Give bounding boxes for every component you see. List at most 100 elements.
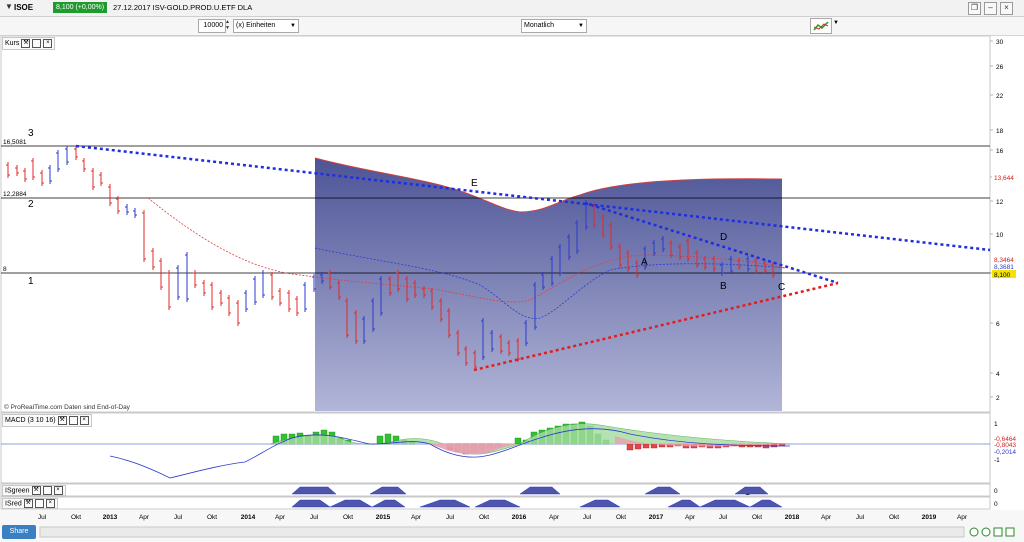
time-axis-label: Apr xyxy=(685,514,696,521)
time-axis-label: Jul xyxy=(38,514,47,521)
time-axis-label: 2018 xyxy=(785,514,800,521)
macd-histogram-bar xyxy=(650,443,658,449)
level-value-label: 16,5081 xyxy=(3,139,27,146)
period-value: Monatlich xyxy=(524,22,554,29)
time-axis-label: 2014 xyxy=(241,514,256,521)
macd-axis-e: -1 xyxy=(994,457,1000,464)
time-axis-label: Apr xyxy=(411,514,422,521)
quantity-stepper[interactable]: ▲ ▼ xyxy=(225,19,230,31)
isgreen-label: ISgreen xyxy=(5,487,30,495)
maximize-icon[interactable] xyxy=(68,415,78,425)
maximize-icon[interactable] xyxy=(32,38,42,48)
time-axis-label: 2015 xyxy=(376,514,391,521)
macd-value-a: -0,6464 xyxy=(994,436,1016,443)
chart-type-icon xyxy=(813,21,829,31)
annotation-e: E xyxy=(471,178,478,189)
time-scrollbar[interactable] xyxy=(39,526,965,538)
price-tick-label: 16 xyxy=(996,148,1004,155)
chevron-down-icon[interactable]: ▼ xyxy=(833,20,839,26)
ma-red-value: 8,3464 xyxy=(994,257,1014,264)
isgreen-panel-label[interactable]: ISgreen ⚒ × xyxy=(2,485,66,496)
macd-axis-a: 1 xyxy=(994,421,998,428)
shaded-band xyxy=(315,158,782,411)
time-axis-label: Apr xyxy=(139,514,150,521)
time-axis-label: Jul xyxy=(583,514,592,521)
zoom-out-icon[interactable] xyxy=(981,527,991,537)
kurs-panel-label[interactable]: Kurs ⚒ × xyxy=(2,37,56,50)
period-select[interactable]: Monatlich ▼ xyxy=(521,19,587,33)
wrench-icon[interactable]: ⚒ xyxy=(21,38,31,48)
close-icon[interactable]: × xyxy=(53,486,63,495)
annotation-c: C xyxy=(778,282,785,293)
upper-triangle-trendline xyxy=(584,201,839,285)
close-icon[interactable]: × xyxy=(1000,2,1013,15)
time-axis-label: Apr xyxy=(549,514,560,521)
title-bar: ▼ ISOE 8,100 (+0,00%) 27.12.2017 ISV-GOL… xyxy=(0,0,1024,17)
level-number-label: 3 xyxy=(28,128,34,139)
macd-histogram-bar xyxy=(642,443,650,449)
chart-type-button[interactable] xyxy=(810,18,832,34)
time-axis-label: Okt xyxy=(889,514,899,521)
isred-panel-label[interactable]: ISred ⚒ × xyxy=(2,498,58,509)
kurs-label: Kurs xyxy=(5,40,20,47)
wrench-icon[interactable]: ⚒ xyxy=(31,486,41,495)
close-icon[interactable]: × xyxy=(45,499,55,508)
time-axis-label: 2013 xyxy=(103,514,118,521)
annotation-b: B xyxy=(720,281,727,292)
time-axis-label: 2017 xyxy=(649,514,664,521)
time-axis-label: Okt xyxy=(71,514,81,521)
symbol-label: ISOE xyxy=(14,3,34,12)
price-tick-label: 4 xyxy=(996,371,1000,378)
level-value-label: 12,2884 xyxy=(3,191,27,198)
price-tick-label: 2 xyxy=(996,395,1000,402)
collapse-arrow-icon[interactable]: ▼ xyxy=(5,2,13,11)
quantity-input[interactable]: 10000 xyxy=(198,19,226,33)
price-tick-label: 30 xyxy=(996,39,1004,46)
time-axis-label: Jul xyxy=(719,514,728,521)
fit-icon[interactable] xyxy=(993,527,1003,537)
unit-select[interactable]: (x) Einheiten ▼ xyxy=(233,19,299,33)
time-axis-label: Okt xyxy=(616,514,626,521)
time-axis-label: Apr xyxy=(821,514,832,521)
price-tick-label: 18 xyxy=(996,128,1004,135)
data-credit: © ProRealTime.com Daten sind End-of-Day xyxy=(4,403,131,411)
support-trendline xyxy=(473,281,839,372)
level-number-label: 2 xyxy=(28,199,34,210)
level-value-label: 8 xyxy=(3,266,7,273)
macd-label: MACD (3 10 16) xyxy=(5,417,56,424)
share-button[interactable]: Share xyxy=(2,525,36,539)
wrench-icon[interactable]: ⚒ xyxy=(57,415,67,425)
close-icon[interactable]: × xyxy=(79,415,89,425)
zoom-in-icon[interactable] xyxy=(969,527,979,537)
isgreen-panel xyxy=(0,483,991,497)
time-axis-label: Okt xyxy=(479,514,489,521)
price-tick-label: 12 xyxy=(996,199,1004,206)
instrument-title: 27.12.2017 ISV-GOLD.PROD.U.ETF DLA xyxy=(113,3,253,12)
price-tick-label: 26 xyxy=(996,64,1004,71)
time-axis-label: Jul xyxy=(856,514,865,521)
time-axis-label: 2016 xyxy=(512,514,527,521)
macd-panel-label[interactable]: MACD (3 10 16) ⚒ × xyxy=(2,414,92,427)
maximize-icon[interactable] xyxy=(34,499,44,508)
maximize-icon[interactable] xyxy=(42,486,52,495)
time-axis-label: Okt xyxy=(343,514,353,521)
macd-histogram-bar xyxy=(514,437,522,445)
isred-label: ISred xyxy=(5,500,22,508)
macd-value-b: -0,8043 xyxy=(994,442,1016,449)
wrench-icon[interactable]: ⚒ xyxy=(23,499,33,508)
time-axis-label: Okt xyxy=(752,514,762,521)
minimize-icon[interactable]: – xyxy=(984,2,997,15)
macd-histogram-bar xyxy=(634,443,642,450)
time-axis-label: Jul xyxy=(174,514,183,521)
isred-axis: 0 xyxy=(994,501,998,508)
macd-histogram-bar xyxy=(626,443,634,451)
annotation-d: D xyxy=(720,232,727,243)
expand-icon[interactable] xyxy=(1005,527,1015,537)
restore-icon[interactable]: ❐ xyxy=(968,2,981,15)
time-axis-label: 2019 xyxy=(922,514,937,521)
time-axis-label: Jul xyxy=(310,514,319,521)
close-icon[interactable]: × xyxy=(43,38,53,48)
time-axis-label: Apr xyxy=(275,514,286,521)
macd-histogram-bar xyxy=(376,435,384,445)
